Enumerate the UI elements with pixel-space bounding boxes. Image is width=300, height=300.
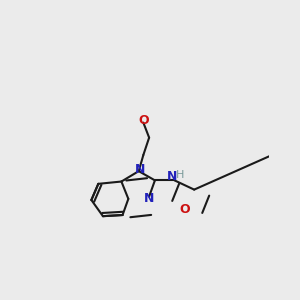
Text: O: O [138, 114, 149, 127]
Text: N: N [135, 164, 145, 176]
Text: H: H [176, 169, 184, 180]
Text: O: O [180, 203, 190, 216]
Text: N: N [167, 170, 177, 183]
Text: N: N [144, 192, 154, 206]
